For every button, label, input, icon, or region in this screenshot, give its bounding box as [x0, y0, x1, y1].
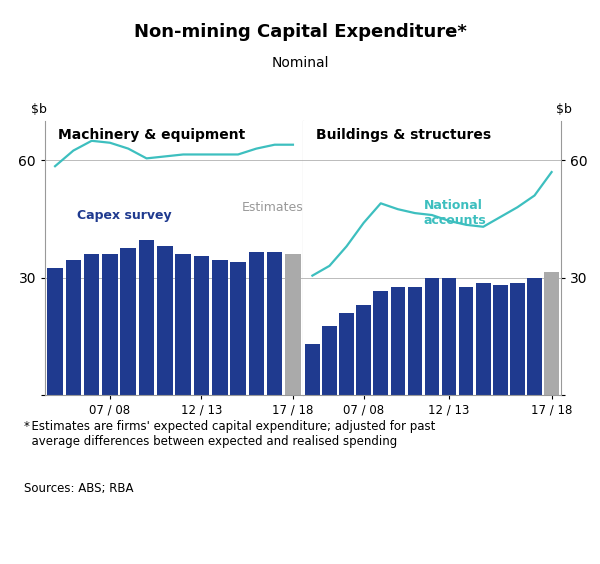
Bar	[175, 254, 191, 395]
Bar	[356, 305, 371, 395]
Bar	[459, 287, 473, 395]
Bar	[285, 254, 301, 395]
Bar	[230, 262, 246, 395]
Bar	[425, 277, 439, 395]
Bar	[527, 277, 542, 395]
Bar	[212, 260, 227, 395]
Bar	[139, 240, 154, 395]
Bar	[476, 284, 491, 395]
Text: Estimates are firms' expected capital expenditure; adjusted for past
  average d: Estimates are firms' expected capital ex…	[24, 420, 436, 448]
Bar	[493, 285, 508, 395]
Bar	[102, 254, 118, 395]
Bar	[248, 252, 264, 395]
Text: Machinery & equipment: Machinery & equipment	[58, 128, 245, 142]
Text: Capex survey: Capex survey	[77, 209, 172, 222]
Bar	[65, 260, 81, 395]
Bar	[373, 291, 388, 395]
Text: $b: $b	[31, 103, 47, 116]
Bar	[305, 344, 320, 395]
Bar	[510, 284, 524, 395]
Text: National
accounts: National accounts	[424, 200, 486, 227]
Bar	[194, 256, 209, 395]
Bar	[47, 268, 63, 395]
Text: Non-mining Capital Expenditure*: Non-mining Capital Expenditure*	[134, 23, 466, 41]
Text: Sources: ABS; RBA: Sources: ABS; RBA	[24, 482, 133, 495]
Bar	[340, 312, 354, 395]
Bar	[84, 254, 100, 395]
Bar	[391, 287, 405, 395]
Text: Estimates: Estimates	[242, 201, 304, 214]
Bar	[544, 272, 559, 395]
Bar	[442, 277, 457, 395]
Bar	[157, 246, 173, 395]
Text: $b: $b	[556, 103, 572, 116]
Bar	[322, 327, 337, 395]
Text: Buildings & structures: Buildings & structures	[316, 128, 491, 142]
Text: Nominal: Nominal	[271, 56, 329, 70]
Bar	[407, 287, 422, 395]
Text: *: *	[24, 420, 30, 433]
Bar	[121, 248, 136, 395]
Bar	[267, 252, 283, 395]
